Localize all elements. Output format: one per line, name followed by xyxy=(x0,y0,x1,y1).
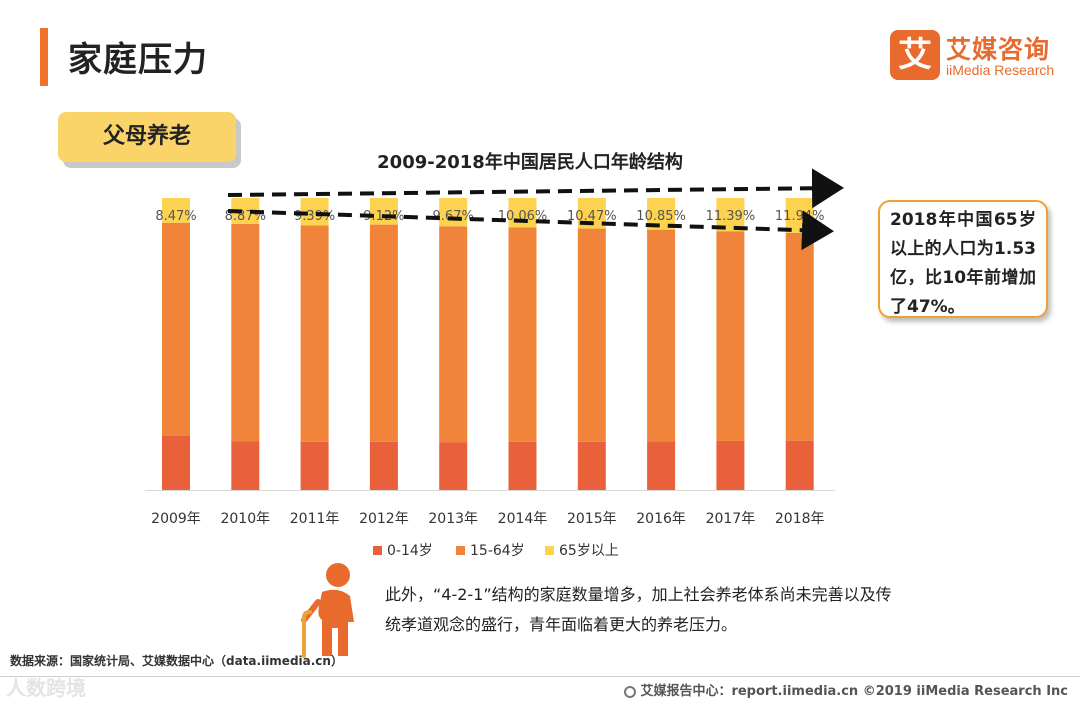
legend-label: 0-14岁 xyxy=(387,543,433,559)
bar-age-65-plus xyxy=(369,198,398,225)
legend-swatch xyxy=(545,546,554,555)
data-source: 数据来源：国家统计局、艾媒数据中心（data.iimedia.cn） xyxy=(10,654,343,668)
legend-swatch xyxy=(373,546,382,555)
x-tick-label: 2017年 xyxy=(706,511,756,527)
bar-age-15-64 xyxy=(577,228,606,442)
watermark-text: 人数跨境 xyxy=(6,676,86,700)
page-title: 家庭压力 xyxy=(68,40,208,80)
bar-age-0-14 xyxy=(577,441,606,490)
bar-age-15-64 xyxy=(439,226,468,443)
footer-divider xyxy=(0,676,1080,677)
x-tick-label: 2015年 xyxy=(567,511,617,527)
data-label: 10.47% xyxy=(567,209,617,224)
data-label: 10.85% xyxy=(636,209,686,224)
callout-note: 2018年中国65岁以上的人口为1.53亿，比10年前增加了47%。 xyxy=(878,200,1048,318)
bar-age-15-64 xyxy=(647,229,676,442)
bar-age-65-plus xyxy=(439,198,468,227)
elderly-person-icon xyxy=(301,563,354,658)
bar-age-0-14 xyxy=(785,440,814,490)
title-accent-bar xyxy=(40,28,48,86)
brand-logo: 艾 艾媒咨询 iiMedia Research xyxy=(890,30,1060,82)
section-tag: 父母养老 xyxy=(58,112,236,162)
bar-age-0-14 xyxy=(369,441,398,490)
bar-age-15-64 xyxy=(231,223,260,442)
data-label: 11.39% xyxy=(706,209,756,224)
x-tick-label: 2011年 xyxy=(290,511,340,527)
bar-age-65-plus xyxy=(162,198,190,223)
trend-arrow-upper xyxy=(227,168,844,209)
bar-age-0-14 xyxy=(716,440,745,490)
bar-age-15-64 xyxy=(785,232,814,441)
data-label: 9.67% xyxy=(433,209,474,224)
x-tick-label: 2010年 xyxy=(220,511,270,527)
footer-credit-text: 艾媒报告中心：report.iimedia.cn ©2019 iiMedia R… xyxy=(640,684,1068,699)
bar-age-0-14 xyxy=(162,435,190,490)
bar-age-0-14 xyxy=(300,441,329,490)
bar-age-15-64 xyxy=(300,225,329,442)
data-label: 10.06% xyxy=(498,209,548,224)
logo-name-cn: 艾媒咨询 xyxy=(946,35,1051,64)
description-text: 此外，“4-2-1”结构的家庭数量增多，加上社会养老体系尚未完善以及传统孝道观念… xyxy=(385,585,892,634)
data-label: 8.47% xyxy=(155,209,196,224)
bar-age-0-14 xyxy=(231,441,260,490)
data-label: 11.94% xyxy=(775,209,825,224)
bar-age-15-64 xyxy=(162,222,190,436)
footer-credit: 艾媒报告中心：report.iimedia.cn ©2019 iiMedia R… xyxy=(624,680,1068,699)
bar-age-0-14 xyxy=(508,441,537,490)
x-tick-label: 2009年 xyxy=(151,511,201,527)
bar-age-0-14 xyxy=(647,441,676,490)
legend-label: 15-64岁 xyxy=(470,543,525,559)
bar-age-15-64 xyxy=(369,224,398,442)
legend-swatch xyxy=(456,546,465,555)
bar-age-0-14 xyxy=(439,442,468,490)
bar-age-15-64 xyxy=(508,227,537,442)
x-tick-label: 2016年 xyxy=(636,511,686,527)
chart-title: 2009-2018年中国居民人口年龄结构 xyxy=(377,152,683,173)
logo-icon: 艾 xyxy=(890,30,940,80)
x-tick-label: 2014年 xyxy=(498,511,548,527)
x-tick-label: 2018年 xyxy=(775,511,825,527)
x-tick-label: 2012年 xyxy=(359,511,409,527)
bar-age-15-64 xyxy=(716,231,745,441)
data-label: 9.39% xyxy=(294,209,335,224)
legend-label: 65岁以上 xyxy=(559,543,619,559)
x-tick-label: 2013年 xyxy=(428,511,478,527)
trend-arrow-lower xyxy=(227,209,834,251)
logo-name-en: iiMedia Research xyxy=(946,62,1055,78)
globe-icon xyxy=(624,686,637,698)
